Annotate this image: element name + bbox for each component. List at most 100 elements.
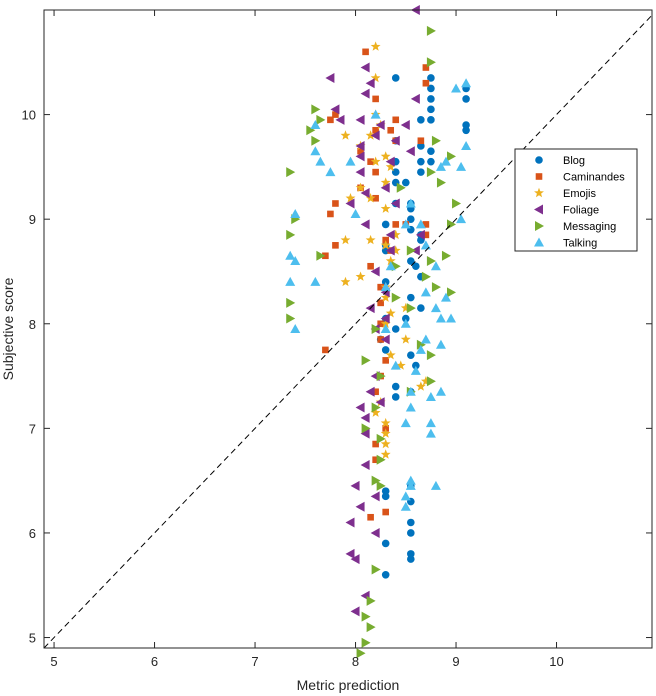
messaging-point-16 xyxy=(406,245,416,256)
legend-emojis-label: Emojis xyxy=(563,188,597,200)
emojis-point-15 xyxy=(390,229,401,240)
x-tick-label: 10 xyxy=(549,654,563,669)
emojis-point-36 xyxy=(380,428,391,438)
emojis-point-31 xyxy=(420,376,431,386)
foliage-point-23 xyxy=(385,229,395,240)
talking-point-28 xyxy=(430,303,441,313)
emojis-point-34 xyxy=(370,407,381,417)
emojis-point-14 xyxy=(380,203,391,213)
foliage-point-24 xyxy=(385,245,395,256)
talking-point-11 xyxy=(435,161,446,171)
foliage-point-40 xyxy=(350,480,360,491)
talking-point-16 xyxy=(400,219,411,229)
plot-background xyxy=(44,10,652,648)
messaging-point-35 xyxy=(371,402,381,413)
legend-messaging-label: Messaging xyxy=(563,221,616,233)
legend-talking-label: Talking xyxy=(563,238,597,250)
foliage-point-9 xyxy=(375,120,385,131)
talking-point-25 xyxy=(380,282,391,292)
x-axis-title: Metric prediction xyxy=(297,677,400,693)
foliage-point-6 xyxy=(330,104,340,115)
foliage-point-37 xyxy=(360,412,370,423)
talking-point-45 xyxy=(425,428,436,438)
messaging-point-22 xyxy=(431,282,441,293)
emojis-point-37 xyxy=(380,438,391,449)
caminandes-point-24 xyxy=(322,252,329,260)
blog-point-39 xyxy=(391,325,400,333)
foliage-point-38 xyxy=(360,428,370,439)
caminandes-point-3 xyxy=(372,95,379,103)
talking-point-43 xyxy=(400,418,411,428)
emojis-point-27 xyxy=(380,318,391,328)
foliage-point-44 xyxy=(370,527,380,538)
talking-point-47 xyxy=(405,480,416,490)
talking-point-50 xyxy=(400,501,411,511)
messaging-point-42 xyxy=(366,595,376,606)
blog-point-18 xyxy=(417,168,425,176)
legend-caminandes-label: Caminandes xyxy=(563,172,625,184)
emojis-point-21 xyxy=(340,276,351,287)
messaging-point-46 xyxy=(356,648,366,659)
foliage-point-45 xyxy=(345,548,355,559)
talking-point-42 xyxy=(405,402,416,412)
emojis-point-20 xyxy=(385,255,396,266)
talking-point-4 xyxy=(310,146,321,156)
blog-point-8 xyxy=(417,116,425,124)
blog-point-12 xyxy=(417,142,425,150)
caminandes-point-4 xyxy=(332,111,339,118)
emojis-point-19 xyxy=(390,245,401,255)
emojis-point-24 xyxy=(380,292,391,302)
foliage-point-21 xyxy=(390,198,400,209)
identity-reference-line xyxy=(43,14,653,649)
blog-point-42 xyxy=(407,351,415,359)
talking-point-7 xyxy=(325,167,336,177)
blog-point-47 xyxy=(381,487,390,495)
blog-point-9 xyxy=(462,126,470,135)
messaging-point-19 xyxy=(316,250,326,261)
talking-point-15 xyxy=(456,214,467,224)
talking-point-35 xyxy=(435,339,446,349)
talking-point-48 xyxy=(430,480,441,490)
messaging-point-12 xyxy=(452,198,462,209)
caminandes-point-31 xyxy=(322,346,329,354)
caminandes-point-36 xyxy=(372,440,379,448)
talking-point-39 xyxy=(405,386,416,396)
messaging-point-5 xyxy=(311,135,321,146)
caminandes-point-2 xyxy=(422,79,430,87)
blog-point-0 xyxy=(391,74,400,82)
legend-foliage-label: Foliage xyxy=(563,205,599,217)
blog-point-36 xyxy=(417,304,425,312)
caminandes-point-21 xyxy=(422,231,430,239)
messaging-point-23 xyxy=(447,287,457,298)
emojis-point-0 xyxy=(370,41,381,51)
foliage-point-20 xyxy=(345,198,355,209)
messaging-point-33 xyxy=(426,376,436,387)
emojis-point-17 xyxy=(365,234,376,245)
messaging-point-39 xyxy=(371,475,381,486)
x-tick-label: 9 xyxy=(452,654,459,669)
emojis-point-8 xyxy=(370,156,381,166)
messaging-point-8 xyxy=(426,167,436,178)
foliage-point-18 xyxy=(380,182,390,193)
foliage-point-14 xyxy=(405,146,415,157)
talking-point-41 xyxy=(425,391,436,401)
blog-point-46 xyxy=(391,393,400,401)
talking-point-24 xyxy=(310,276,321,286)
emojis-point-4 xyxy=(365,130,376,140)
messaging-point-21 xyxy=(421,271,431,282)
foliage-point-48 xyxy=(350,606,360,617)
emojis-point-7 xyxy=(380,151,391,161)
foliage-point-2 xyxy=(325,72,335,83)
blog-point-43 xyxy=(412,361,420,370)
emojis-point-22 xyxy=(355,271,366,281)
talking-point-17 xyxy=(415,219,426,229)
caminandes-point-20 xyxy=(422,221,430,228)
caminandes-point-17 xyxy=(327,210,334,218)
caminandes-point-1 xyxy=(422,64,430,71)
y-tick-label: 7 xyxy=(29,421,36,436)
messaging-point-37 xyxy=(376,433,386,444)
blog-point-52 xyxy=(407,529,415,537)
emojis-point-32 xyxy=(415,381,426,391)
caminandes-point-30 xyxy=(377,336,384,343)
